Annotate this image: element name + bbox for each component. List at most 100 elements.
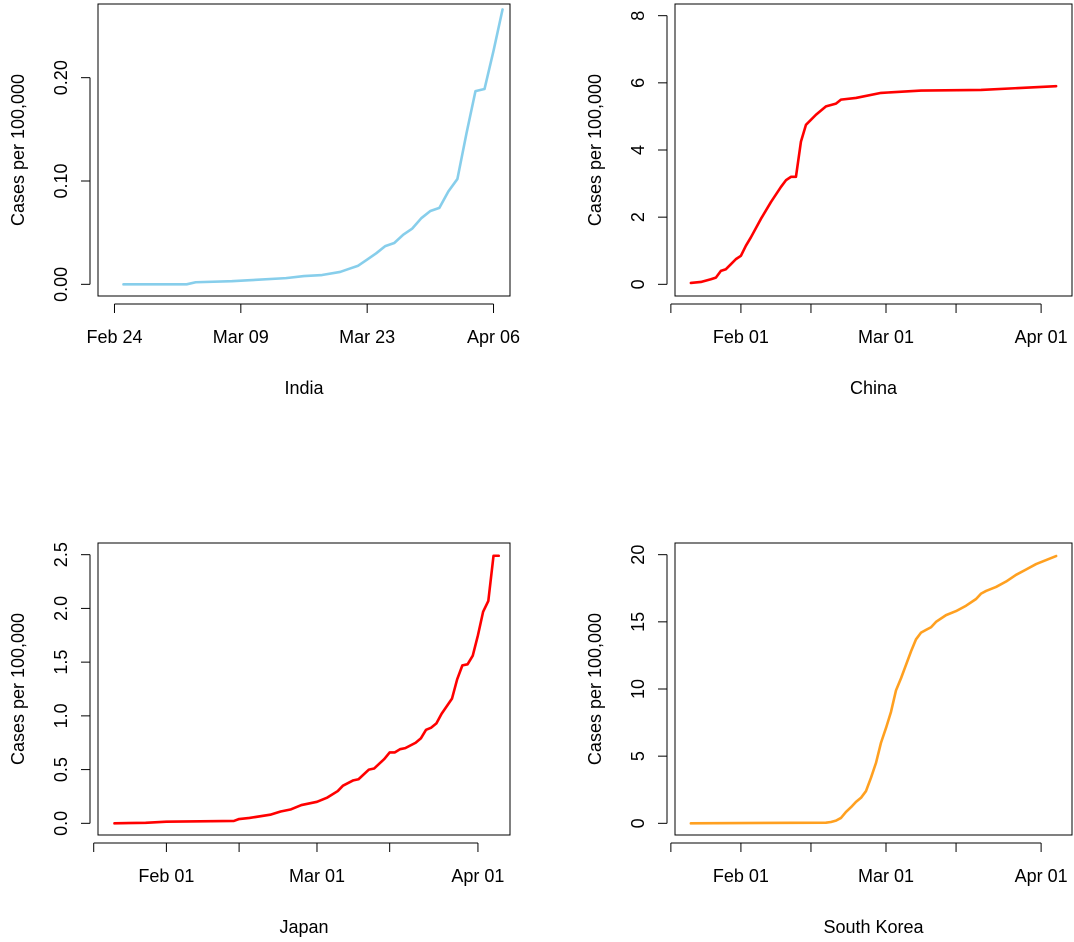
data-point [800, 141, 802, 143]
y-tick-label: 2.0 [51, 596, 71, 621]
data-point [285, 277, 287, 279]
data-point [384, 245, 386, 247]
data-point [466, 133, 468, 135]
x-tick-label: Apr 01 [1015, 866, 1068, 886]
data-point [1005, 581, 1007, 583]
data-point [358, 778, 360, 780]
chart-panel-1: Feb 24 Mar 09 Mar 23 Apr 06 0.00 0.10 0.20 Indi… [8, 3, 520, 398]
data-point [233, 820, 235, 822]
data-point [249, 279, 251, 281]
data-point [770, 201, 772, 203]
y-tick-label: 15 [628, 612, 648, 632]
data-point [985, 590, 987, 592]
x-axis: Feb 01 Mar 01 Apr 01 [93, 842, 504, 886]
data-point [885, 727, 887, 729]
data-point [930, 626, 932, 628]
x-tick-label: Apr 06 [467, 327, 520, 347]
data-point [895, 689, 897, 691]
data-point [475, 90, 477, 92]
data-point [840, 817, 842, 819]
x-tick-label: Feb 01 [138, 866, 194, 886]
data-point [238, 818, 240, 820]
data-point [352, 779, 354, 781]
y-tick-label: 0.00 [51, 267, 71, 302]
data-point [890, 711, 892, 713]
y-axis: 0.00 0.10 0.20 [51, 60, 91, 302]
data-point [451, 698, 453, 700]
data-point [815, 114, 817, 116]
data-point [1035, 563, 1037, 565]
data-point [342, 785, 344, 787]
data-point [249, 817, 251, 819]
data-point [785, 179, 787, 181]
data-point [477, 634, 479, 636]
plot-frame [97, 3, 511, 297]
data-point [231, 280, 233, 282]
data-point [430, 727, 432, 729]
y-axis: 0.0 0.5 1.0 1.5 2.0 2.5 [51, 542, 91, 836]
y-tick-label: 8 [628, 11, 648, 21]
y-tick-label: 4 [628, 145, 648, 155]
data-point [472, 655, 474, 657]
y-tick-label: 0.0 [51, 811, 71, 836]
data-point [920, 632, 922, 634]
x-tick-label: Mar 01 [858, 327, 914, 347]
data-point [337, 790, 339, 792]
data-point [467, 663, 469, 665]
data-point [420, 217, 422, 219]
data-point [425, 729, 427, 731]
data-point [420, 738, 422, 740]
x-axis-title: China [850, 378, 898, 398]
data-point [840, 99, 842, 101]
chart-panel-3: Feb 01 Mar 01 Apr 01 0.0 0.5 1.0 1.5 2.0 2.5 Japa… [8, 542, 511, 937]
data-point [735, 258, 737, 260]
data-point [145, 822, 147, 824]
x-tick-label: Feb 01 [713, 327, 769, 347]
data-point [368, 769, 370, 771]
data-point [745, 245, 747, 247]
data-point [366, 259, 368, 261]
data-point [339, 271, 341, 273]
data-point [790, 176, 792, 178]
y-tick-label: 2 [628, 212, 648, 222]
plot-frame [674, 3, 1073, 297]
data-point [321, 274, 323, 276]
data-point [880, 92, 882, 94]
data-point [399, 748, 401, 750]
data-point [1055, 555, 1057, 557]
y-axis-title: Cases per 100,000 [585, 613, 605, 765]
data-point [1025, 569, 1027, 571]
data-point [920, 90, 922, 92]
series-line [689, 554, 1058, 825]
data-point [290, 808, 292, 810]
plot-frame [674, 542, 1073, 836]
x-tick-label: Mar 01 [289, 866, 345, 886]
data-point [394, 751, 396, 753]
data-point [750, 236, 752, 238]
data-point [384, 758, 386, 760]
data-point [725, 268, 727, 270]
data-point [690, 822, 692, 824]
data-point [700, 281, 702, 283]
data-point [415, 742, 417, 744]
data-point [925, 629, 927, 631]
data-point [900, 677, 902, 679]
y-tick-label: 6 [628, 78, 648, 88]
data-point [404, 747, 406, 749]
data-point [1055, 85, 1057, 87]
data-point [375, 252, 377, 254]
data-point [865, 790, 867, 792]
data-point [186, 283, 188, 285]
data-point [965, 605, 967, 607]
data-point [715, 277, 717, 279]
data-point [1045, 559, 1047, 561]
data-point [850, 806, 852, 808]
y-axis-title: Cases per 100,000 [585, 74, 605, 226]
x-axis: Feb 24 Mar 09 Mar 23 Apr 06 [86, 303, 520, 347]
data-point [393, 242, 395, 244]
data-point [1015, 574, 1017, 576]
series-line [122, 8, 504, 286]
data-point [845, 811, 847, 813]
data-point [195, 281, 197, 283]
